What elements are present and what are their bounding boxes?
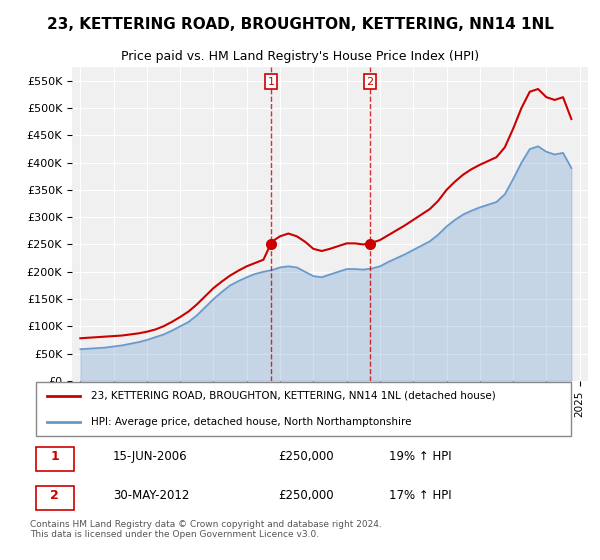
- FancyBboxPatch shape: [35, 486, 74, 510]
- Text: Contains HM Land Registry data © Crown copyright and database right 2024.
This d: Contains HM Land Registry data © Crown c…: [30, 520, 382, 539]
- Text: 1: 1: [50, 450, 59, 463]
- Text: 30-MAY-2012: 30-MAY-2012: [113, 489, 189, 502]
- Text: 1: 1: [268, 77, 275, 87]
- Text: HPI: Average price, detached house, North Northamptonshire: HPI: Average price, detached house, Nort…: [91, 417, 411, 427]
- Text: 2: 2: [367, 77, 374, 87]
- Text: 19% ↑ HPI: 19% ↑ HPI: [389, 450, 451, 463]
- Text: 23, KETTERING ROAD, BROUGHTON, KETTERING, NN14 1NL (detached house): 23, KETTERING ROAD, BROUGHTON, KETTERING…: [91, 391, 496, 401]
- FancyBboxPatch shape: [35, 447, 74, 470]
- Text: £250,000: £250,000: [278, 489, 334, 502]
- Text: £250,000: £250,000: [278, 450, 334, 463]
- Text: 17% ↑ HPI: 17% ↑ HPI: [389, 489, 451, 502]
- Text: 15-JUN-2006: 15-JUN-2006: [113, 450, 187, 463]
- FancyBboxPatch shape: [35, 382, 571, 436]
- Text: 2: 2: [50, 489, 59, 502]
- Text: 23, KETTERING ROAD, BROUGHTON, KETTERING, NN14 1NL: 23, KETTERING ROAD, BROUGHTON, KETTERING…: [47, 17, 553, 32]
- Text: Price paid vs. HM Land Registry's House Price Index (HPI): Price paid vs. HM Land Registry's House …: [121, 50, 479, 63]
